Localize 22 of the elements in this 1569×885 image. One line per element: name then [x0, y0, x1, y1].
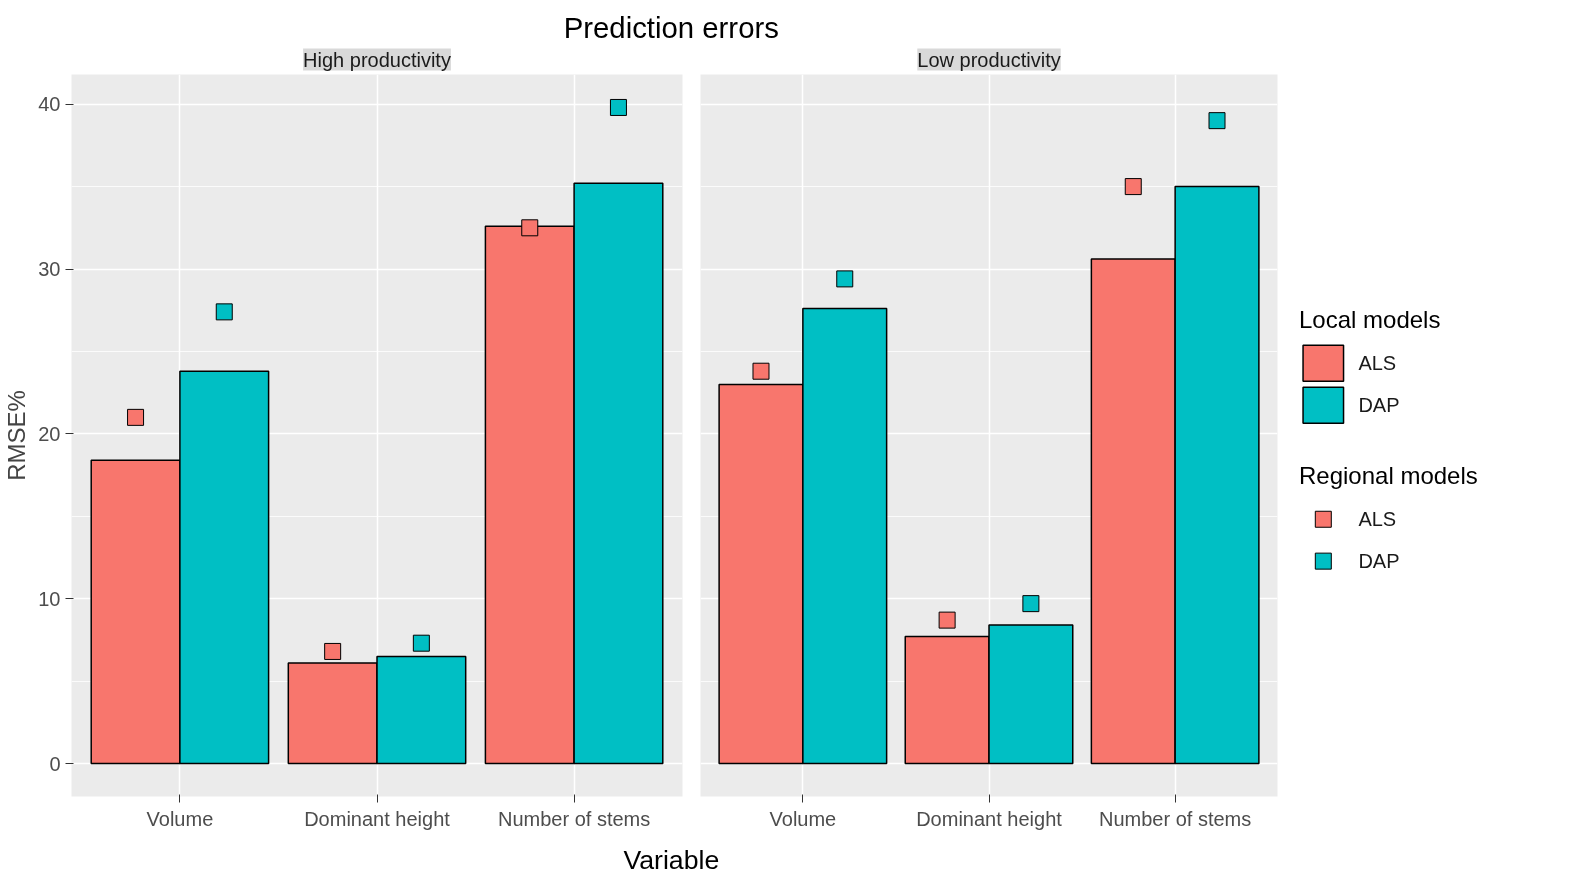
- x-tick-label: Dominant height: [304, 807, 451, 830]
- x-axis-title: Variable: [623, 844, 720, 875]
- legend-label: ALS: [1358, 352, 1397, 375]
- x-tick-label: Dominant height: [916, 807, 1063, 830]
- x-tick-label: Volume: [146, 807, 214, 830]
- chart-subtitle: Low productivity: [917, 48, 1061, 71]
- legend-title: Local models: [1299, 306, 1441, 334]
- legend-label: DAP: [1358, 550, 1400, 573]
- legend-label: ALS: [1358, 508, 1397, 531]
- x-tick-label: Volume: [769, 807, 837, 830]
- y-tick-label: 20: [38, 422, 61, 445]
- chart-title: Prediction errors: [563, 11, 779, 45]
- legend-label: DAP: [1358, 394, 1400, 417]
- x-tick-label: Number of stems: [1099, 807, 1252, 830]
- y-tick-label: 0: [49, 752, 61, 775]
- text: Regional models: [1299, 462, 1478, 490]
- y-tick-label: 10: [38, 587, 61, 610]
- y-axis-title: RMSE%: [3, 390, 31, 481]
- x-tick-label: Number of stems: [497, 807, 651, 830]
- y-tick-label: 30: [38, 258, 61, 281]
- y-tick-label: 40: [38, 93, 61, 116]
- chart-subtitle: High productivity: [303, 48, 451, 71]
